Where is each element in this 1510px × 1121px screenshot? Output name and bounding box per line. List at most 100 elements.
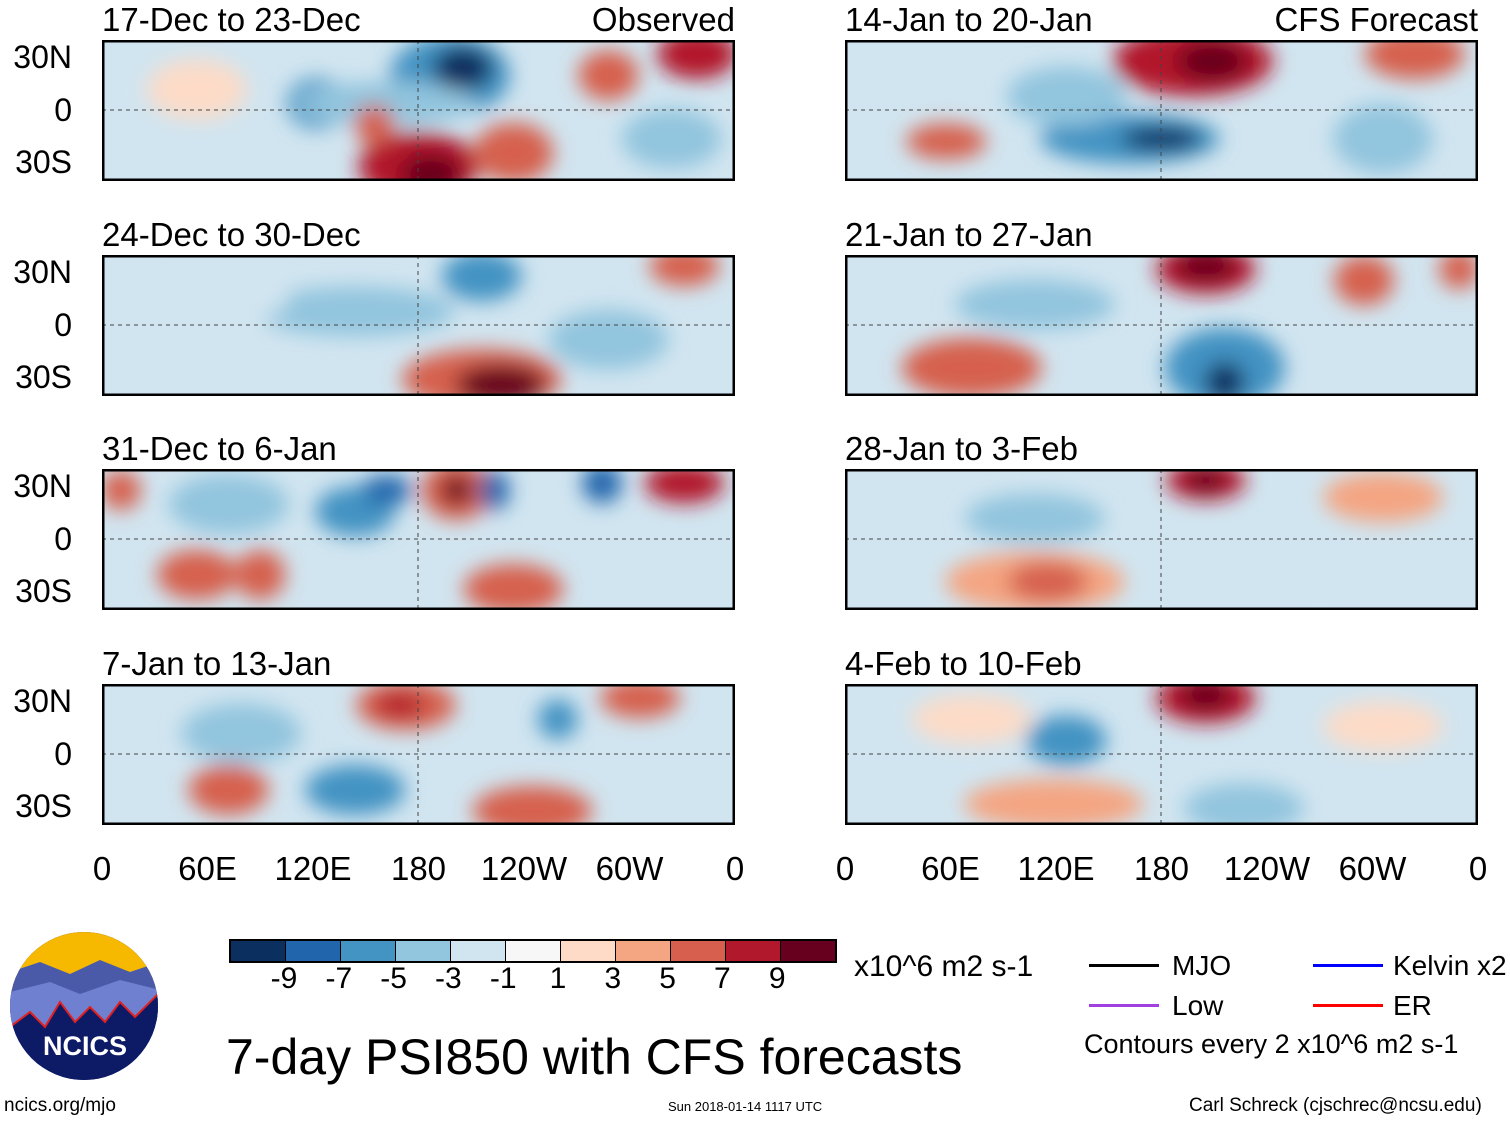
colorbar-tick-label: -9 (270, 962, 298, 995)
panel-title: 21-Jan to 27-Jan (845, 216, 1093, 253)
anomaly-region (1026, 715, 1107, 766)
lon-tick-label: 0 (1468, 850, 1488, 887)
anomaly-region (168, 474, 289, 535)
panel-frame (102, 255, 735, 396)
lat-tick-label: 30S (15, 573, 72, 609)
colorbar-tick-label: -7 (325, 962, 353, 995)
legend-er: ER (1393, 990, 1432, 1021)
panel-title: 4-Feb to 10-Feb (845, 645, 1082, 682)
forecast-label: CFS Forecast (1274, 1, 1478, 38)
panel-title: 28-Jan to 3-Feb (845, 430, 1078, 467)
author: Carl Schreck (cjschrec@ncsu.edu) (1189, 1095, 1482, 1116)
ncics-logo: NCICS (10, 932, 158, 1080)
lon-tick-label: 120W (480, 850, 568, 887)
anomaly-region (582, 469, 623, 504)
anomaly-region (354, 104, 395, 145)
colorbar-swatch (341, 941, 396, 961)
map-panel (102, 684, 735, 825)
map-panel (845, 469, 1478, 610)
lat-tick-label: 0 (54, 521, 72, 557)
panel-title: 7-Jan to 13-Jan (102, 645, 332, 682)
anomaly-region (441, 255, 522, 302)
colorbar-tick-label: 7 (714, 962, 731, 995)
anomaly-region (1239, 558, 1400, 610)
anomaly-region (621, 108, 722, 169)
anomaly-region (901, 337, 1042, 396)
legend-line-er (1313, 1004, 1383, 1007)
panel-title: 17-Dec to 23-Dec (102, 1, 361, 38)
lon-tick-label: 60W (595, 850, 664, 887)
colorbar-tick-label: -5 (380, 962, 407, 995)
anomaly-region (1204, 361, 1245, 396)
anomaly-region (906, 123, 987, 160)
legend-line-mjo (1089, 964, 1159, 967)
anomaly-region (578, 50, 639, 101)
lon-tick-label: 180 (1133, 850, 1190, 887)
anomaly-region (1006, 66, 1127, 127)
anomaly-region (1334, 255, 1395, 306)
anomaly-region (102, 470, 141, 511)
panel-frame (845, 255, 1478, 396)
units-label: x10^6 m2 s-1 (854, 950, 1034, 983)
lon-tick-label: 0 (835, 850, 855, 887)
colorbar-swatch (231, 941, 286, 961)
colorbar-swatch (286, 941, 341, 961)
lat-tick-label: 30S (15, 144, 72, 180)
anomaly-region (361, 475, 412, 506)
legend-kelvin: Kelvin x2 (1393, 950, 1507, 981)
anomaly-region (1007, 561, 1088, 602)
panel-frame (845, 684, 1478, 825)
site-link[interactable]: ncics.org/mjo (4, 1095, 116, 1116)
colorbar-tick-label: 9 (768, 962, 786, 995)
anomaly-region (374, 693, 425, 718)
lon-tick-label: 180 (390, 850, 447, 887)
observed-label: Observed (591, 1, 735, 38)
logo-text: NCICS (43, 1031, 127, 1061)
lon-tick-label: 0 (725, 850, 745, 887)
anomaly-region (168, 272, 289, 323)
anomaly-region (964, 493, 1105, 544)
lon-tick-label: 120E (274, 850, 352, 887)
anomaly-region (644, 469, 725, 504)
anomaly-region (1180, 684, 1231, 711)
legend-line-kelvin (1313, 964, 1383, 967)
anomaly-region (401, 153, 462, 181)
anomaly-region (156, 549, 237, 600)
anomaly-region (255, 286, 456, 337)
anomaly-region (600, 684, 681, 719)
colorbar-swatch (451, 941, 506, 961)
colorbar-tick-label: 1 (549, 962, 567, 995)
colorbar-tick-label: -1 (489, 962, 517, 995)
anomaly-region (1185, 469, 1226, 493)
colorbar (229, 939, 837, 963)
panel-title: 31-Dec to 6-Jan (102, 430, 337, 467)
colorbar-tick-label: 3 (604, 962, 622, 995)
map-panel (845, 255, 1478, 396)
lat-tick-label: 30N (13, 683, 72, 719)
anomaly-region (548, 309, 669, 370)
anomaly-region (537, 699, 578, 740)
map-panel (102, 40, 735, 181)
colorbar-swatch (781, 941, 835, 961)
anomaly-region (649, 255, 720, 287)
panel-frame (845, 469, 1478, 610)
anomaly-region (963, 778, 1144, 825)
colorbar-swatch (396, 941, 451, 961)
anomaly-region (473, 122, 554, 181)
timestamp: Sun 2018-01-14 1117 UTC (668, 1099, 823, 1114)
anomaly-region (1323, 701, 1444, 752)
anomaly-region (455, 364, 546, 396)
colorbar-swatch (561, 941, 616, 961)
panel-frame (102, 684, 735, 825)
anomaly-region (188, 764, 269, 815)
anomaly-region (181, 703, 302, 764)
anomaly-region (479, 470, 510, 511)
colorbar-tick-label: 5 (659, 962, 676, 995)
anomaly-region (305, 764, 406, 815)
map-panel (102, 469, 735, 610)
colorbar-swatch (726, 941, 781, 961)
panel-frame (102, 40, 735, 181)
anomaly-region (432, 46, 493, 91)
lat-tick-label: 30N (13, 468, 72, 504)
anomaly-region (1333, 103, 1434, 174)
